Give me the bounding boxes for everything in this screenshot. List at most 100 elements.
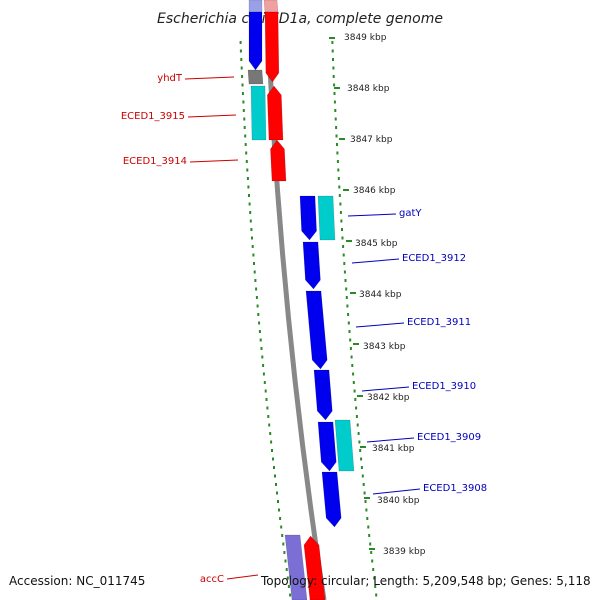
- genome-backbone: [264, 0, 327, 600]
- outer-dot: [331, 41, 334, 44]
- inner-dot: [265, 398, 268, 401]
- outer-dot: [366, 517, 369, 520]
- outer-dot: [347, 313, 350, 316]
- outer-dot: [332, 75, 335, 78]
- inner-dot: [259, 338, 262, 342]
- inner-dot: [248, 202, 251, 206]
- scale-tick-mark: [334, 87, 340, 89]
- inner-dot: [255, 287, 258, 291]
- outer-dot: [352, 372, 355, 376]
- inner-dot: [246, 168, 249, 172]
- rna-gene-band: [334, 419, 355, 472]
- outer-dot: [338, 185, 341, 189]
- outer-dot: [343, 270, 346, 274]
- scale-tick-label: 3844 kbp: [359, 290, 402, 300]
- faded-gene-band: [248, 0, 263, 13]
- outer-dot: [333, 83, 336, 87]
- outer-dot: [344, 279, 347, 282]
- outer-dot: [355, 406, 358, 410]
- inner-dot: [253, 262, 255, 265]
- inner-dot: [249, 219, 252, 223]
- outer-dot: [349, 347, 352, 350]
- scale-tick-label: 3849 kbp: [344, 33, 387, 43]
- forward-gene-band: [267, 85, 284, 141]
- inner-dot: [289, 593, 292, 597]
- gene-label-right: ECED1_3909: [417, 432, 481, 443]
- scale-tick-mark: [339, 138, 345, 140]
- inner-dot: [247, 185, 250, 189]
- outer-dot: [360, 457, 363, 461]
- gene-label-left: accC: [200, 574, 224, 585]
- inner-dot: [245, 151, 248, 155]
- inner-dot: [268, 423, 271, 427]
- inner-dot: [279, 517, 282, 520]
- outer-dot: [342, 245, 345, 248]
- outer-dot: [372, 568, 375, 571]
- outer-dot: [352, 381, 355, 384]
- outer-dot: [343, 262, 346, 265]
- outer-dot: [334, 117, 337, 121]
- scale-tick-label: 3843 kbp: [363, 342, 406, 352]
- inner-dot: [273, 466, 275, 469]
- inner-dot: [260, 347, 263, 350]
- outer-dot: [336, 160, 339, 163]
- inner-dot: [246, 177, 249, 180]
- gene-label-left: ECED1_3914: [123, 156, 187, 167]
- inner-dot: [281, 534, 284, 537]
- reverse-gene-band: [248, 11, 263, 71]
- scale-tick-mark: [329, 37, 335, 39]
- outer-dot: [371, 559, 374, 563]
- label-leader-line: [355, 322, 405, 328]
- outer-dot: [331, 49, 334, 53]
- inner-dot: [251, 236, 253, 240]
- inner-dot: [283, 551, 286, 554]
- outer-dot: [362, 483, 365, 486]
- outer-dot: [360, 466, 363, 469]
- scale-tick-mark: [346, 240, 352, 242]
- scale-tick-mark: [364, 497, 370, 499]
- outer-dot: [349, 338, 352, 342]
- scale-tick-label: 3845 kbp: [355, 239, 398, 249]
- inner-dot: [258, 321, 261, 325]
- inner-dot: [270, 440, 273, 444]
- outer-dot: [338, 194, 341, 197]
- outer-dot: [334, 109, 337, 112]
- outer-dot: [353, 389, 356, 393]
- outer-dot: [355, 415, 358, 418]
- inner-dot: [244, 143, 247, 146]
- reverse-gene-band: [299, 195, 317, 241]
- reverse-gene-band: [302, 241, 321, 290]
- label-leader-line: [187, 114, 237, 118]
- outer-dot: [332, 58, 334, 61]
- accession-text: Accession: NC_011745: [9, 574, 146, 588]
- reverse-gene-band: [321, 471, 342, 528]
- outer-dot: [341, 236, 344, 240]
- reverse-gene-band: [313, 369, 333, 421]
- inner-dot: [263, 381, 266, 384]
- inner-dot: [257, 313, 260, 316]
- outer-dot: [348, 330, 351, 333]
- inner-dot: [262, 372, 265, 376]
- outer-dot: [333, 92, 336, 95]
- inner-dot: [284, 559, 287, 563]
- inner-dot: [282, 542, 285, 546]
- inner-dot: [250, 228, 253, 231]
- rna-gene-band: [317, 195, 336, 241]
- scale-tick-label: 3841 kbp: [372, 444, 415, 454]
- scale-tick-mark: [343, 189, 349, 191]
- label-leader-line: [189, 159, 239, 163]
- inner-dot: [252, 253, 255, 257]
- outer-dot: [342, 253, 345, 257]
- inner-dot: [245, 160, 248, 163]
- outer-dot: [370, 551, 373, 554]
- inner-dot: [285, 568, 288, 571]
- inner-dot: [243, 117, 246, 121]
- inner-dot: [280, 525, 283, 529]
- outer-dot: [369, 542, 372, 546]
- inner-dot: [244, 134, 247, 138]
- outer-dot: [347, 321, 350, 325]
- outer-dot: [356, 423, 359, 427]
- scale-tick-label: 3848 kbp: [347, 84, 390, 94]
- scale-tick-label: 3847 kbp: [350, 135, 393, 145]
